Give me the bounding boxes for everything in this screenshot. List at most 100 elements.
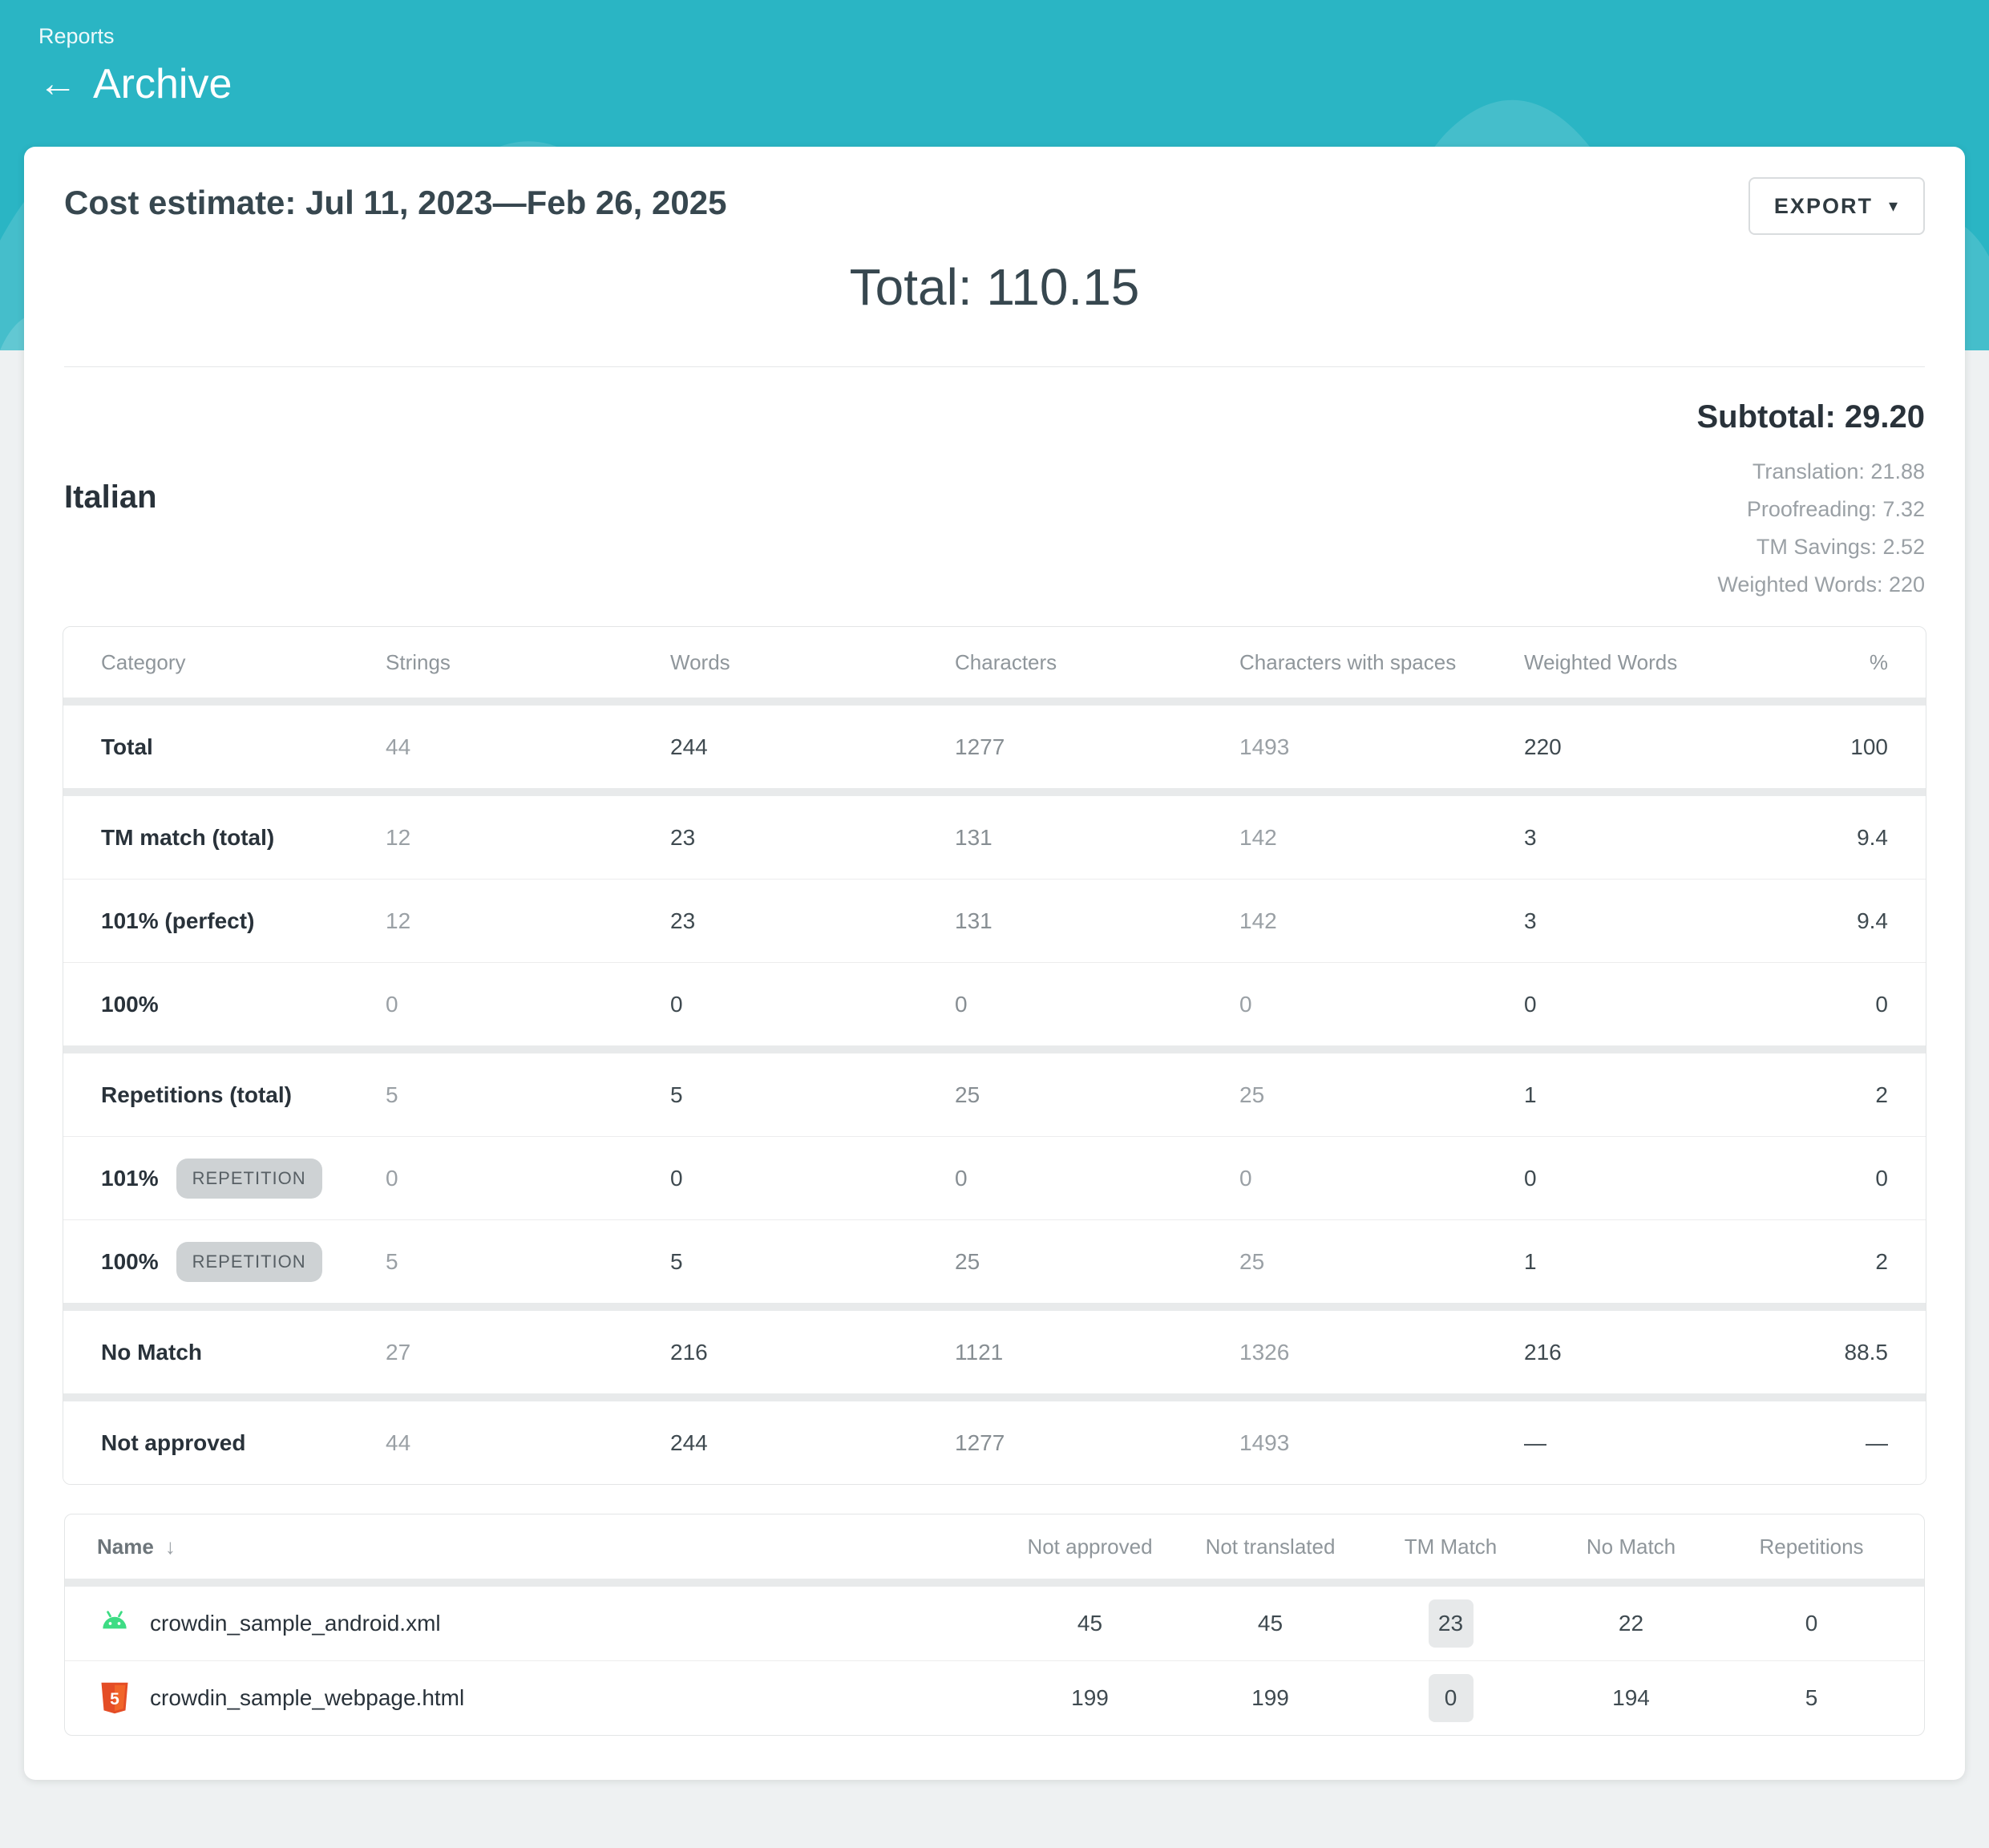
row-characters-spaces: 0 (1239, 1165, 1252, 1191)
row-characters-spaces: 25 (1239, 1082, 1265, 1107)
row-percent: 2 (1875, 1248, 1888, 1274)
row-weighted-words: 3 (1524, 908, 1537, 933)
subtotal-proofreading: Proofreading: 7.32 (1746, 497, 1925, 521)
row-percent: 88.5 (1844, 1339, 1889, 1365)
table-row-repetitions-total: Repetitions (total) 5 5 25 25 1 2 (63, 1053, 1926, 1136)
col-header-not-approved[interactable]: Not approved (1027, 1534, 1153, 1559)
subtotal-weighted-words: Weighted Words: 220 (1717, 572, 1925, 596)
row-characters-spaces: 1326 (1239, 1339, 1290, 1365)
row-separator (63, 879, 1926, 880)
row-characters: 131 (955, 824, 992, 850)
row-characters: 1277 (955, 734, 1005, 759)
col-header-strings: Strings (386, 649, 451, 674)
chevron-down-icon: ▾ (1888, 196, 1899, 216)
row-weighted-words: — (1524, 1429, 1546, 1455)
category-table-header: Category Strings Words Characters Charac… (63, 627, 1926, 698)
row-strings: 27 (386, 1339, 411, 1365)
row-percent: 2 (1875, 1082, 1888, 1107)
table-row-tm-match-total: TM match (total) 12 23 131 142 3 9.4 (63, 796, 1926, 879)
col-header-no-match[interactable]: No Match (1586, 1534, 1676, 1559)
file-name: crowdin_sample_android.xml (150, 1611, 441, 1636)
row-strings: 12 (386, 824, 411, 850)
group-separator (63, 788, 1926, 796)
col-header-not-translated[interactable]: Not translated (1205, 1534, 1336, 1559)
row-characters: 25 (955, 1082, 980, 1107)
tm-match-badge: 0 (1428, 1674, 1474, 1722)
back-arrow-icon[interactable]: ← (38, 63, 77, 105)
files-table: Name ↓ Not approved Not translated TM Ma… (64, 1514, 1925, 1736)
file-not-approved: 199 (1071, 1685, 1109, 1710)
export-button-label: EXPORT (1773, 193, 1873, 218)
row-label: No Match (101, 1339, 202, 1365)
file-repetitions: 5 (1805, 1685, 1818, 1710)
row-words: 244 (670, 734, 708, 759)
table-row-no-match: No Match 27 216 1121 1326 216 88.5 (63, 1311, 1926, 1393)
file-row-webpage: 5 crowdin_sample_webpage.html 199 199 0 … (65, 1661, 1924, 1735)
group-separator (63, 1393, 1926, 1401)
subtotal-tm-savings: TM Savings: 2.52 (1756, 535, 1925, 559)
row-weighted-words: 1 (1524, 1248, 1537, 1274)
row-strings: 0 (386, 991, 398, 1017)
row-words: 0 (670, 991, 683, 1017)
row-strings: 5 (386, 1082, 398, 1107)
breadcrumb[interactable]: Reports (38, 24, 115, 48)
group-separator (63, 1303, 1926, 1311)
row-characters-spaces: 25 (1239, 1248, 1265, 1274)
col-header-weighted-words: Weighted Words (1524, 649, 1678, 674)
row-strings: 0 (386, 1165, 398, 1191)
row-percent: 0 (1875, 1165, 1888, 1191)
row-words: 5 (670, 1082, 683, 1107)
row-characters: 1277 (955, 1429, 1005, 1455)
row-weighted-words: 220 (1524, 734, 1562, 759)
row-percent: 0 (1875, 991, 1888, 1017)
row-words: 23 (670, 824, 696, 850)
report-title: Cost estimate: Jul 11, 2023—Feb 26, 2025 (64, 184, 727, 221)
col-header-name[interactable]: Name ↓ (97, 1535, 1000, 1559)
row-separator (63, 1136, 1926, 1137)
col-header-tm-match[interactable]: TM Match (1404, 1534, 1498, 1559)
file-not-translated: 199 (1251, 1685, 1289, 1710)
row-weighted-words: 0 (1524, 991, 1537, 1017)
repetition-badge: REPETITION (176, 1158, 322, 1199)
row-label: Total (101, 734, 153, 759)
row-separator (63, 962, 1926, 963)
row-separator (65, 1660, 1924, 1661)
category-table: Category Strings Words Characters Charac… (63, 626, 1926, 1485)
file-no-match: 22 (1618, 1611, 1644, 1636)
file-name: crowdin_sample_webpage.html (150, 1685, 465, 1710)
tm-match-badge: 23 (1428, 1599, 1474, 1648)
android-icon (97, 1606, 132, 1641)
row-percent: 100 (1850, 734, 1888, 759)
row-characters: 0 (955, 1165, 968, 1191)
row-label: 100% (101, 1248, 159, 1274)
row-characters-spaces: 142 (1239, 908, 1277, 933)
svg-text:5: 5 (110, 1690, 119, 1708)
table-row-101-repetition: 101% REPETITION 0 0 0 0 0 0 (63, 1137, 1926, 1219)
file-not-approved: 45 (1077, 1611, 1103, 1636)
row-weighted-words: 3 (1524, 824, 1537, 850)
row-label: 101% (101, 1165, 159, 1191)
col-header-category: Category (101, 649, 186, 674)
col-header-repetitions[interactable]: Repetitions (1759, 1534, 1864, 1559)
col-header-characters: Characters (955, 649, 1057, 674)
row-words: 0 (670, 1165, 683, 1191)
col-header-percent: % (1869, 649, 1888, 674)
language-subtotal: Subtotal: 29.20 (1696, 399, 1925, 435)
group-separator (65, 1579, 1924, 1587)
row-words: 5 (670, 1248, 683, 1274)
group-separator (63, 698, 1926, 706)
subtotal-translation: Translation: 21.88 (1752, 459, 1925, 483)
col-header-words: Words (670, 649, 730, 674)
export-button[interactable]: EXPORT ▾ (1748, 177, 1925, 235)
col-header-characters-spaces: Characters with spaces (1239, 649, 1457, 674)
row-words: 216 (670, 1339, 708, 1365)
row-percent: 9.4 (1857, 824, 1888, 850)
row-weighted-words: 0 (1524, 1165, 1537, 1191)
repetition-badge: REPETITION (176, 1241, 322, 1282)
row-characters: 131 (955, 908, 992, 933)
file-row-android: crowdin_sample_android.xml 45 45 23 22 0 (65, 1587, 1924, 1660)
row-characters: 25 (955, 1248, 980, 1274)
table-row-not-approved: Not approved 44 244 1277 1493 — — (63, 1401, 1926, 1484)
language-name: Italian (64, 479, 157, 515)
row-characters-spaces: 0 (1239, 991, 1252, 1017)
